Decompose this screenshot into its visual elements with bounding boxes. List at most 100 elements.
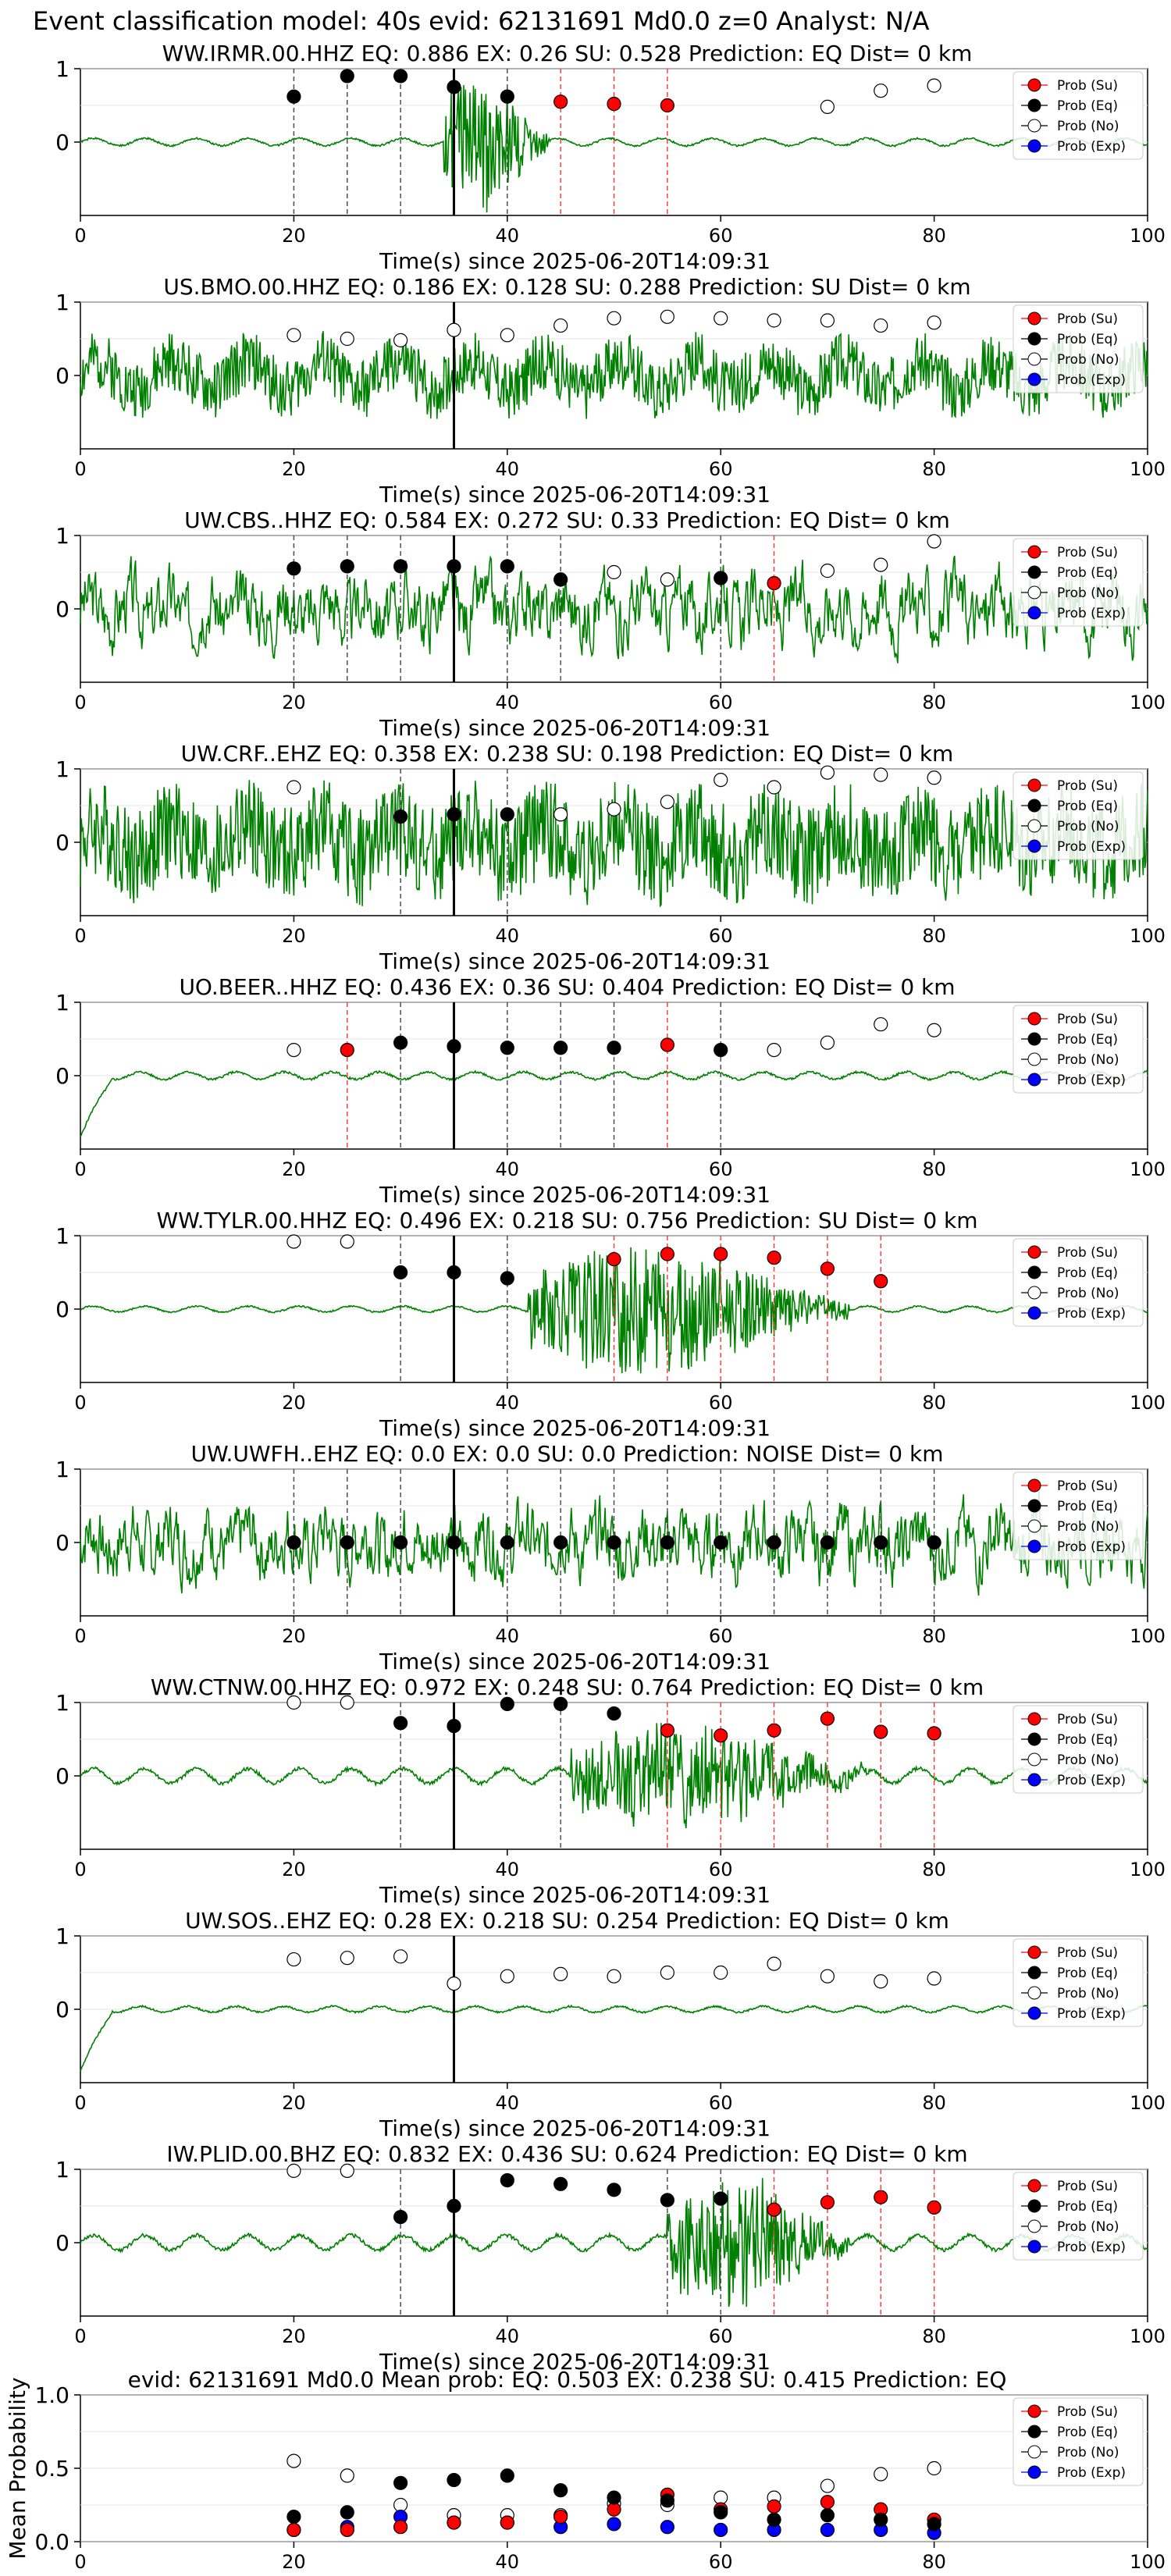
prob-no-point — [287, 2163, 301, 2178]
legend-marker-su — [1027, 778, 1041, 792]
prob-eq-point — [500, 2468, 514, 2483]
x-axis-label: Time(s) since 2025-06-20T14:09:31 — [379, 2349, 771, 2375]
x-tick-label: 100 — [1130, 2551, 1166, 2573]
legend-marker-su — [1027, 1945, 1041, 1959]
legend: Prob (Su) Prob (Eq) Prob (No) Prob (Exp) — [1013, 1471, 1144, 1560]
prob-no-point — [874, 2467, 888, 2482]
y-tick-label: 0 — [55, 1063, 69, 1089]
x-axis-label: Time(s) since 2025-06-20T14:09:31 — [379, 948, 771, 974]
legend: Prob (Su) Prob (Eq) Prob (No) Prob (Exp) — [1013, 2172, 1144, 2261]
y-tick-label: 0.0 — [34, 2529, 69, 2555]
x-tick-label: 100 — [1130, 1859, 1166, 1880]
legend-marker-exp — [1027, 2465, 1041, 2479]
prob-eq-point — [393, 2475, 408, 2490]
panel-5: UO.BEER..HHZ EQ: 0.436 EX: 0.36 SU: 0.40… — [55, 974, 1166, 1208]
legend-label-exp: Prob (Exp) — [1057, 1539, 1126, 1555]
prob-su-point — [767, 1723, 781, 1738]
prob-no-point — [927, 770, 941, 785]
prob-eq-point — [874, 2512, 888, 2527]
prob-su-point — [820, 1711, 835, 1726]
legend-label-no: Prob (No) — [1057, 352, 1119, 368]
prob-eq-point — [447, 1039, 461, 1054]
prob-su-point — [660, 98, 674, 113]
prob-su-point — [767, 575, 781, 591]
prob-su-point — [500, 2515, 514, 2530]
y-tick-label: 1 — [55, 523, 69, 549]
prob-no-point — [287, 1042, 301, 1058]
x-tick-label: 20 — [282, 2551, 306, 2573]
panel-1: WW.IRMR.00.HHZ EQ: 0.886 EX: 0.26 SU: 0.… — [55, 41, 1166, 274]
legend-box — [1013, 1938, 1144, 2027]
legend-label-no: Prob (No) — [1057, 819, 1119, 834]
x-tick-label: 0 — [74, 925, 86, 947]
prob-no-point — [553, 807, 568, 822]
x-tick-label: 40 — [496, 1158, 520, 1180]
x-tick-label: 60 — [709, 1392, 733, 1414]
waveform-trace — [80, 331, 1148, 419]
legend-marker-eq — [1027, 1032, 1041, 1046]
legend-marker-eq — [1027, 2199, 1041, 2213]
prob-no-point — [874, 318, 888, 333]
prob-su-point — [553, 2509, 568, 2524]
prob-eq-point — [340, 69, 354, 84]
panel-title: evid: 62131691 Md0.0 Mean prob: EQ: 0.50… — [128, 2367, 1007, 2393]
prob-su-point — [767, 2202, 781, 2217]
prob-eq-point — [287, 561, 301, 576]
legend: Prob (Su) Prob (Eq) Prob (No) Prob (Exp) — [1013, 538, 1144, 627]
prob-no-point — [553, 1966, 568, 1981]
waveform-trace — [80, 2004, 1148, 2072]
y-tick-label: 1 — [55, 1690, 69, 1716]
legend-label-eq: Prob (Eq) — [1057, 565, 1118, 581]
x-tick-label: 80 — [922, 2092, 946, 2114]
legend-marker-su — [1027, 2179, 1041, 2193]
x-tick-label: 40 — [496, 692, 520, 713]
x-tick-label: 40 — [496, 458, 520, 480]
prob-eq-point — [874, 1535, 888, 1550]
prob-exp-point — [607, 2517, 621, 2532]
prob-eq-point — [607, 1535, 621, 1550]
x-tick-label: 40 — [496, 925, 520, 947]
prob-su-point — [820, 2495, 835, 2510]
prob-su-point — [767, 1251, 781, 1265]
waveform-trace — [80, 1723, 1148, 1829]
legend-box — [1013, 1705, 1144, 1794]
panel-9: UW.SOS..EHZ EQ: 0.28 EX: 0.218 SU: 0.254… — [55, 1908, 1166, 2141]
prob-su-point — [607, 97, 621, 112]
prob-eq-point — [714, 2505, 728, 2520]
prob-no-point — [340, 2163, 354, 2178]
prob-no-point — [767, 780, 781, 795]
prob-no-point — [447, 1976, 461, 1991]
prob-no-point — [820, 765, 835, 780]
prob-su-point — [714, 1728, 728, 1743]
x-tick-label: 20 — [282, 458, 306, 480]
prob-exp-point — [714, 2522, 728, 2538]
y-tick-label: 0 — [55, 1530, 69, 1556]
y-tick-label: 0 — [55, 596, 69, 622]
legend-marker-su — [1027, 78, 1041, 92]
prob-eq-point — [714, 2191, 728, 2206]
prob-su-point — [927, 2200, 941, 2215]
x-axis-label: Time(s) since 2025-06-20T14:09:31 — [379, 482, 771, 507]
prob-eq-point — [767, 2512, 781, 2527]
legend-marker-eq — [1027, 1966, 1041, 1980]
prob-eq-point — [287, 89, 301, 104]
x-tick-label: 0 — [74, 1158, 86, 1180]
prob-no-point — [767, 1956, 781, 1971]
prob-eq-point — [287, 2509, 301, 2524]
legend: Prob (Su) Prob (Eq) Prob (No) Prob (Exp) — [1013, 1938, 1144, 2027]
prob-eq-point — [447, 807, 461, 822]
prob-eq-point — [447, 2472, 461, 2488]
prob-eq-point — [500, 2173, 514, 2188]
y-tick-label: 0 — [55, 1763, 69, 1789]
legend-box — [1013, 1238, 1144, 1327]
x-tick-label: 80 — [922, 2551, 946, 2573]
prob-no-point — [340, 1695, 354, 1710]
prob-no-point — [767, 313, 781, 328]
y-tick-label: 1 — [55, 1923, 69, 1949]
prob-su-point — [660, 1247, 674, 1261]
legend-box — [1013, 1471, 1144, 1560]
prob-eq-point — [393, 69, 408, 84]
legend-marker-su — [1027, 1478, 1041, 1493]
legend-label-exp: Prob (Exp) — [1057, 606, 1126, 621]
prob-no-point — [820, 1035, 835, 1050]
